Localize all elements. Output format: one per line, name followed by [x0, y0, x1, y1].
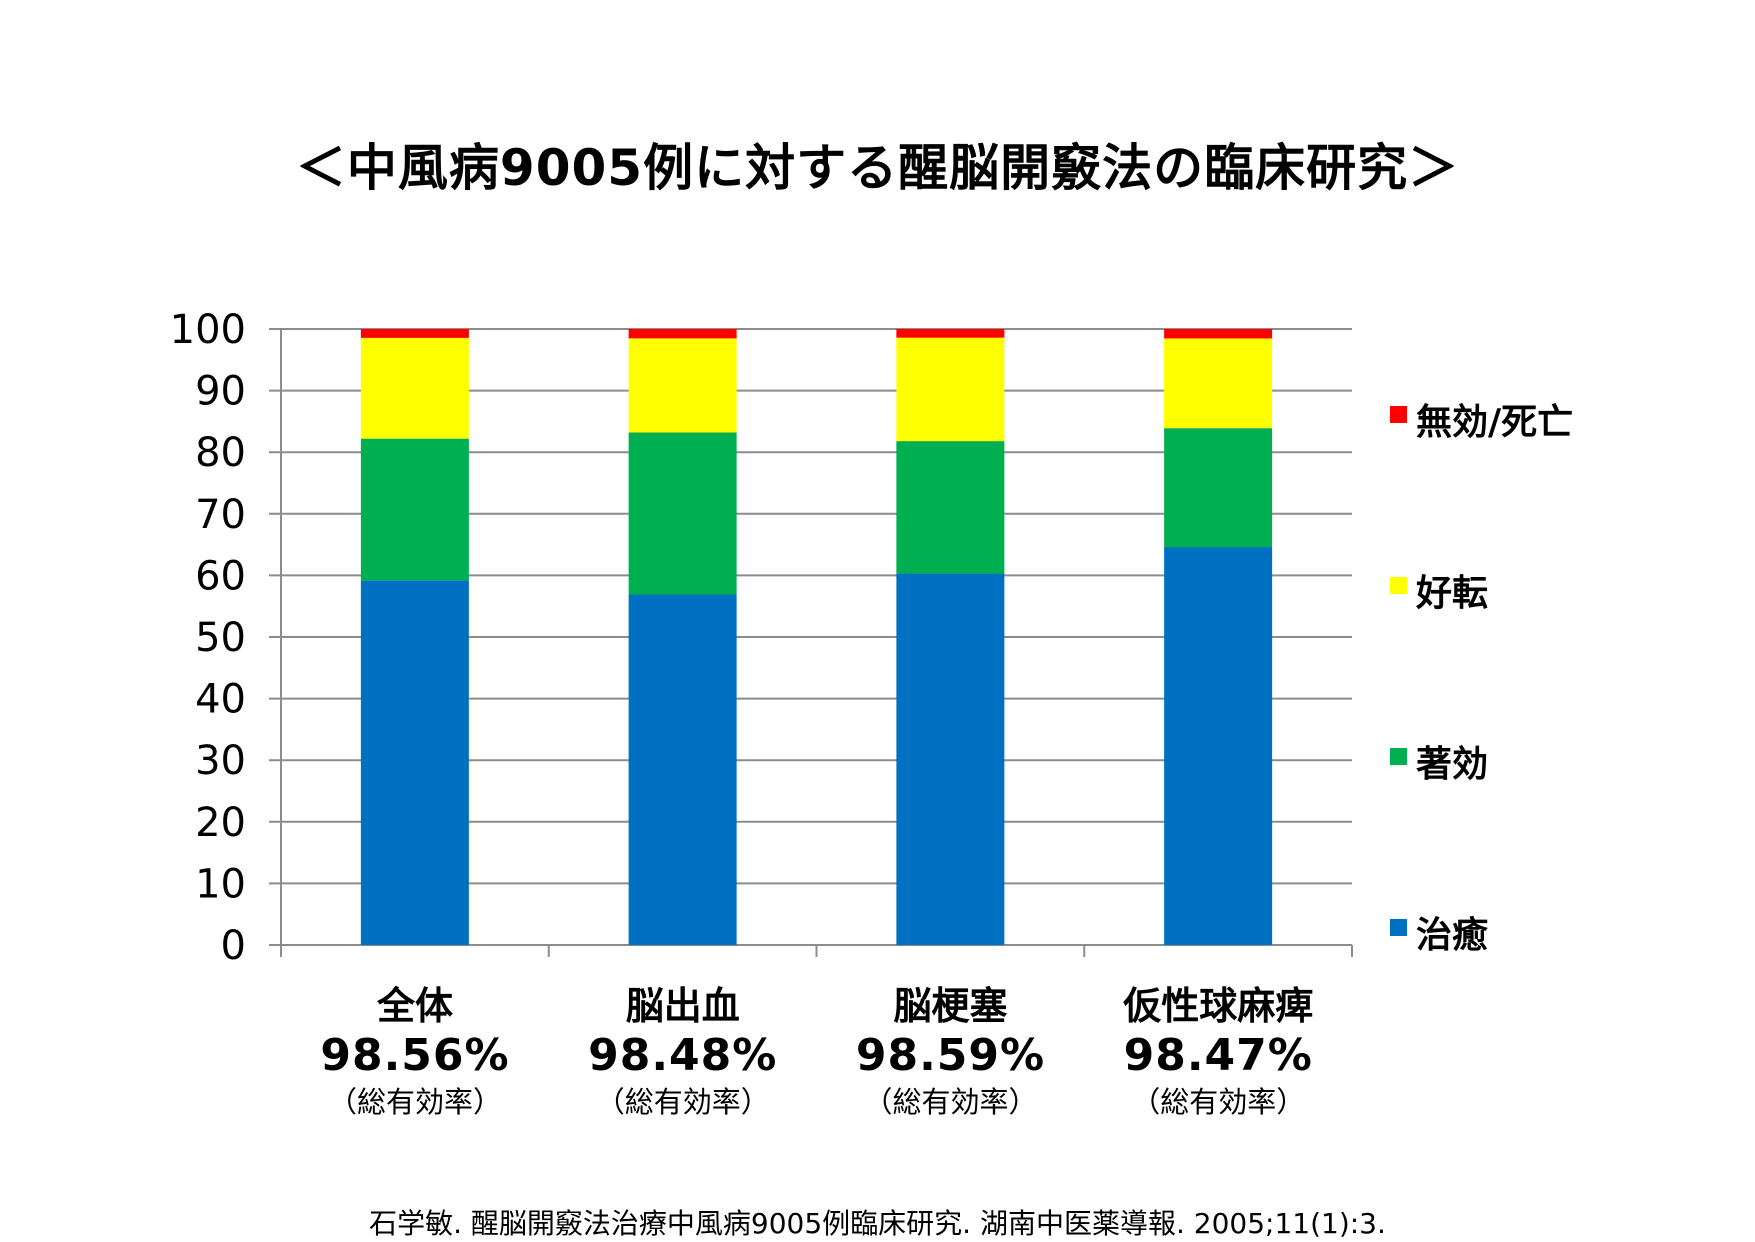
legend-swatch — [1390, 918, 1407, 936]
category-rate-label: （総有効率） — [595, 1085, 770, 1119]
category-name: 脳梗塞 — [893, 984, 1008, 1028]
legend-swatch — [1390, 576, 1407, 594]
y-tick-label: 80 — [195, 430, 246, 476]
bar-segment — [360, 329, 469, 338]
category-name: 全体 — [376, 984, 453, 1028]
legend-label: 好転 — [1416, 573, 1489, 614]
legend-item: 好転 — [1390, 564, 1488, 616]
y-tick-label: 0 — [221, 923, 246, 969]
y-tick-label: 100 — [170, 307, 246, 353]
y-tick-label: 90 — [195, 369, 246, 415]
bar-segment — [1164, 338, 1273, 429]
bar-segment — [1164, 547, 1273, 945]
citation: 石学敏. 醒脳開竅法治療中風病9005例臨床研究. 湖南中医薬導報. 2005;… — [369, 1207, 1386, 1240]
bar-segment — [1164, 428, 1273, 548]
bar-segment — [628, 338, 737, 433]
y-tick-label: 20 — [195, 800, 246, 846]
y-tick-label: 70 — [195, 492, 246, 538]
category-name: 脳出血 — [625, 984, 740, 1028]
bar-segment — [896, 337, 1005, 442]
bar-segment — [896, 329, 1005, 338]
legend-swatch — [1390, 405, 1407, 423]
legend-label: 治癒 — [1416, 915, 1489, 956]
bar-segment — [896, 441, 1005, 574]
y-tick-label: 50 — [195, 615, 246, 661]
category-label: 仮性球麻痺 98.47% （総有効率） — [1084, 983, 1352, 1121]
category-label: 全体 98.56% （総有効率） — [281, 983, 549, 1121]
category-rate-label: （総有効率） — [327, 1085, 502, 1119]
category-rate: 98.47% — [1123, 1030, 1313, 1081]
legend-item: 無効/死亡 — [1390, 393, 1573, 445]
legend-item: 著効 — [1390, 735, 1488, 787]
bar-segment — [628, 594, 737, 945]
legend-item: 治癒 — [1390, 906, 1488, 958]
category-label: 脳梗塞 98.59% （総有効率） — [817, 983, 1085, 1121]
bar-segment — [360, 580, 469, 945]
y-tick-label: 10 — [195, 861, 246, 907]
y-tick-label: 60 — [195, 553, 246, 599]
category-label: 脳出血 98.48% （総有効率） — [549, 983, 817, 1121]
category-rate-label: （総有効率） — [863, 1085, 1038, 1119]
legend-swatch — [1390, 747, 1407, 765]
bar-segment — [628, 329, 737, 339]
y-tick-label: 40 — [195, 677, 246, 723]
category-rate-label: （総有効率） — [1131, 1085, 1306, 1119]
bar-segment — [896, 573, 1005, 945]
y-tick-label: 30 — [195, 738, 246, 784]
category-rate: 98.48% — [588, 1030, 778, 1081]
bar-segment — [628, 432, 737, 595]
legend-label: 著効 — [1416, 744, 1489, 785]
bar-segment — [360, 438, 469, 581]
chart-title: ＜中風病9005例に対する醒脳開竅法の臨床研究＞ — [295, 139, 1460, 197]
category-rate: 98.59% — [855, 1030, 1046, 1081]
category-rate: 98.56% — [320, 1030, 510, 1081]
category-name: 仮性球麻痺 — [1123, 984, 1314, 1028]
bar-segment — [360, 337, 469, 439]
bar-segment — [1164, 329, 1273, 339]
legend-label: 無効/死亡 — [1416, 402, 1574, 443]
